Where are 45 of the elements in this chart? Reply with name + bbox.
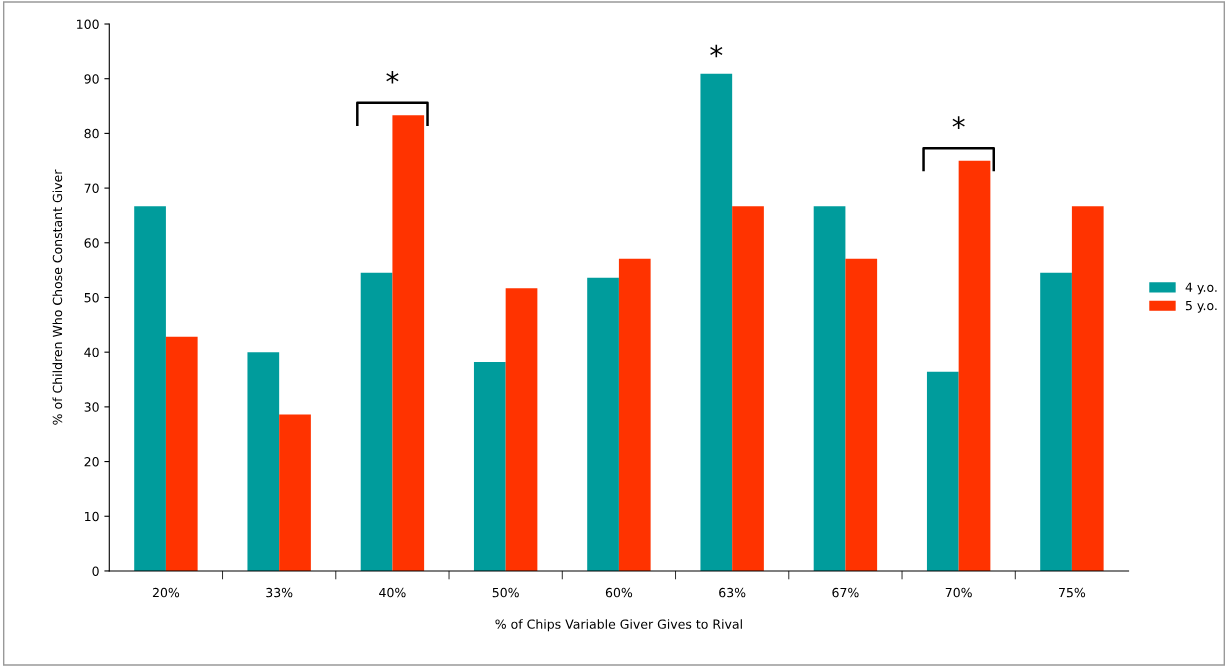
x-tick-label: 67%: [832, 587, 859, 598]
legend-label: 4 y.o.: [1185, 282, 1217, 295]
y-tick-label: 0: [92, 566, 99, 576]
y-tick-label: 70: [84, 183, 99, 194]
y-tick-label: 30: [84, 402, 99, 412]
annotation: *: [386, 70, 399, 84]
annotation: *: [710, 44, 723, 58]
y-tick-label: 90: [84, 74, 99, 84]
bar: [813, 206, 846, 571]
bar: [1071, 206, 1104, 571]
bar: [134, 206, 166, 571]
bar: [392, 115, 425, 571]
x-tick-label: 20%: [152, 587, 180, 598]
x-axis-title: % of Chips Variable Giver Gives to Rival: [495, 619, 742, 632]
bar: [247, 352, 280, 571]
y-axis-title: % of Children Who Chose Constant Giver: [52, 169, 63, 425]
x-tick-label: 50%: [492, 587, 519, 598]
y-tick-label: 20: [84, 457, 99, 467]
bar: [1040, 272, 1072, 571]
bar: [505, 288, 538, 571]
bar: [360, 272, 393, 571]
y-tick-label: 100: [77, 19, 99, 29]
bar: [958, 160, 991, 571]
y-tick-label: 50: [84, 292, 99, 303]
bar: [700, 73, 733, 571]
y-tick-label: 80: [84, 128, 99, 139]
bar: [618, 258, 651, 571]
bar: [279, 414, 311, 571]
bar: [165, 336, 198, 571]
x-tick-label: 70%: [945, 587, 972, 598]
legend-label: 5 y.o.: [1185, 300, 1217, 313]
bar: [926, 371, 959, 571]
x-tick-label: 75%: [1059, 587, 1086, 598]
y-tick-label: 10: [85, 511, 99, 522]
y-tick-label: 60: [84, 238, 99, 248]
x-tick-label: 33%: [266, 587, 293, 598]
bar: [473, 362, 506, 571]
bar: [845, 258, 878, 571]
x-tick-label: 40%: [379, 587, 406, 598]
annotation: *: [952, 116, 965, 129]
y-tick-label: 40: [84, 347, 99, 358]
bar: [732, 206, 764, 571]
bar: [587, 277, 619, 571]
x-tick-label: 60%: [605, 587, 633, 598]
x-tick-label: 63%: [719, 587, 746, 598]
